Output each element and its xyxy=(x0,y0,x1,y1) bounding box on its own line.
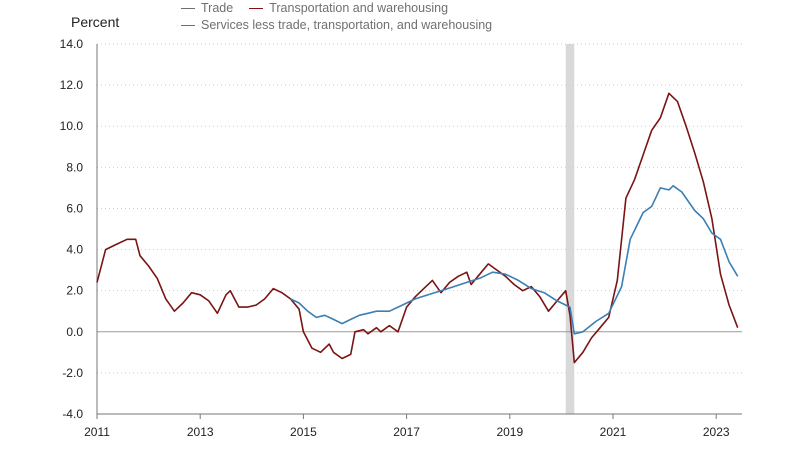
y-tick-label: -2.0 xyxy=(62,366,83,380)
y-tick-label: 4.0 xyxy=(66,243,83,257)
recession-shading xyxy=(565,44,575,414)
y-axis-label: Percent xyxy=(71,14,120,30)
x-tick-label: 2013 xyxy=(187,425,214,439)
legend-item-trade: Trade xyxy=(181,0,233,17)
legend-swatch-services xyxy=(181,25,195,26)
x-tick-label: 2015 xyxy=(290,425,317,439)
series-line-2 xyxy=(290,185,739,335)
legend-item-transportation: Transportation and warehousing xyxy=(249,0,448,17)
legend-label-transportation: Transportation and warehousing xyxy=(269,1,449,15)
x-tick-label: 2019 xyxy=(496,425,523,439)
legend-swatch-trade xyxy=(181,8,195,9)
legend-label-services: Services less trade, transportation, and… xyxy=(201,18,493,32)
y-tick-label: 0.0 xyxy=(66,325,83,339)
y-tick-label: 6.0 xyxy=(66,201,83,215)
x-tick-label: 2023 xyxy=(703,425,730,439)
chart-legend: Trade Transportation and warehousing Ser… xyxy=(181,0,508,34)
x-tick-label: 2017 xyxy=(393,425,420,439)
legend-item-services: Services less trade, transportation, and… xyxy=(181,17,492,34)
legend-label-trade: Trade xyxy=(201,1,234,15)
legend-swatch-transportation xyxy=(249,8,264,9)
y-tick-label: -4.0 xyxy=(62,407,83,421)
y-tick-label: 2.0 xyxy=(66,284,83,298)
y-tick-label: 14.0 xyxy=(60,37,84,51)
x-tick-label: 2021 xyxy=(600,425,627,439)
y-tick-label: 8.0 xyxy=(66,160,83,174)
y-tick-label: 12.0 xyxy=(60,78,84,92)
series-line-1 xyxy=(96,92,739,364)
x-tick-label: 2011 xyxy=(84,425,110,439)
y-tick-label: 10.0 xyxy=(60,119,84,133)
